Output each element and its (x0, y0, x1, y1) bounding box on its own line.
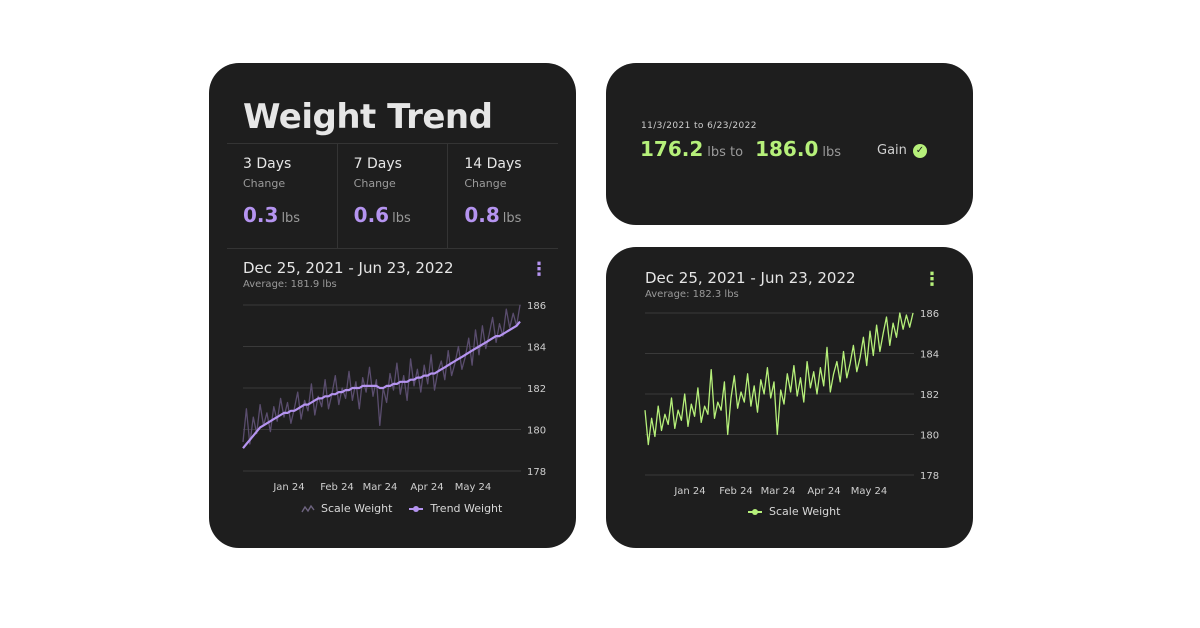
y-tick-label: 184 (920, 350, 939, 361)
x-tick-label: Mar 24 (761, 486, 796, 497)
y-tick-label: 178 (527, 467, 546, 478)
x-tick-label: Feb 24 (320, 482, 354, 493)
card-title: Weight Trend (243, 97, 493, 137)
y-tick-label: 186 (920, 309, 939, 320)
legend-scale-label: Scale Weight (321, 502, 393, 515)
stat-7-days: 7 Days Change 0.6 lbs (338, 144, 449, 248)
y-tick-label: 180 (920, 431, 939, 442)
scale-weight-line (644, 312, 914, 446)
chart-date-range: Dec 25, 2021 - Jun 23, 2022 (645, 269, 856, 287)
summary-date-range: 11/3/2021 to 6/23/2022 (641, 121, 757, 131)
stat-days-label: 14 Days (464, 156, 522, 172)
summary-card: 11/3/2021 to 6/23/2022 176.2 lbs to 186.0 l… (606, 63, 973, 225)
weight-trend-card: Weight Trend 3 Days Change 0.3 lbs 7 Days… (209, 63, 576, 548)
scale-weight-chart: 178 180 182 184 186 Jan 24 Feb 24 Mar 24 Apr 24 M… (644, 309, 939, 497)
stat-change-label: Change (464, 177, 507, 190)
legend-trend-label: Trend Weight (430, 502, 503, 515)
stat-change-label: Change (243, 177, 286, 190)
stat-unit: lbs (281, 211, 301, 226)
scale-weight-legend-icon (748, 508, 762, 515)
stat-3-days: 3 Days Change 0.3 lbs (227, 144, 338, 248)
chart-legend: Scale Weight (747, 505, 850, 518)
y-tick-label: 178 (920, 471, 939, 482)
kebab-menu-icon[interactable]: ⋮ (923, 269, 941, 290)
to-unit: lbs (822, 145, 841, 160)
legend-scale-weight[interactable]: Scale Weight (747, 505, 840, 518)
scale-weight-legend-icon (301, 504, 315, 512)
y-tick-label: 186 (527, 301, 546, 312)
x-tick-label: Jan 24 (673, 486, 705, 497)
scale-weight-card: Dec 25, 2021 - Jun 23, 2022 Average: 182… (606, 247, 973, 548)
stat-number: 0.6 (353, 203, 390, 227)
x-tick-label: May 24 (455, 482, 492, 493)
stat-unit: lbs (392, 211, 411, 226)
y-tick-label: 182 (920, 390, 939, 401)
change-stats: 3 Days Change 0.3 lbs 7 Days Change 0.6 lb… (227, 143, 558, 249)
kebab-menu-icon[interactable]: ⋮ (530, 259, 548, 280)
stat-number: 0.8 (464, 203, 500, 227)
y-tick-label: 182 (527, 384, 546, 395)
x-tick-label: Jan 24 (272, 482, 304, 493)
trend-weight-legend-icon (409, 505, 424, 512)
summary-values: 176.2 lbs to 186.0 lbs (640, 137, 853, 161)
x-tick-label: May 24 (851, 486, 888, 497)
from-weight: 176.2 (640, 137, 704, 161)
from-unit: lbs to (707, 145, 744, 160)
stat-days-label: 3 Days (243, 156, 292, 172)
chart-legend: Scale Weight Trend Weight (301, 502, 512, 515)
x-tick-label: Feb 24 (719, 486, 753, 497)
stat-days-label: 7 Days (353, 156, 402, 172)
legend-trend-weight[interactable]: Trend Weight (408, 502, 502, 515)
stat-number: 0.3 (243, 203, 279, 227)
stat-value: 0.3 lbs (243, 203, 300, 227)
stat-value: 0.8 lbs (464, 203, 521, 227)
y-tick-label: 184 (527, 343, 546, 354)
chart-date-range: Dec 25, 2021 - Jun 23, 2022 (243, 259, 454, 277)
stat-14-days: 14 Days Change 0.8 lbs (448, 144, 558, 248)
chart-average: Average: 181.9 lbs (243, 279, 337, 290)
weight-trend-chart: 178 180 182 184 186 Jan 24 Feb 24 Mar 24 Apr 24 M… (242, 301, 546, 493)
trend-weight-line (242, 320, 521, 449)
stat-value: 0.6 lbs (354, 203, 411, 227)
scale-weight-line (242, 304, 521, 445)
gain-label: Gain (877, 143, 907, 158)
y-tick-label: 180 (527, 426, 546, 437)
chart-average: Average: 182.3 lbs (645, 289, 739, 300)
x-tick-label: Apr 24 (410, 482, 443, 493)
stat-unit: lbs (502, 211, 522, 226)
legend-scale-label: Scale Weight (769, 505, 841, 518)
gain-status: Gain ✓ (877, 143, 927, 158)
stat-change-label: Change (353, 177, 396, 190)
x-tick-label: Mar 24 (363, 482, 398, 493)
check-circle-icon: ✓ (912, 143, 927, 158)
legend-scale-weight[interactable]: Scale Weight (301, 502, 392, 515)
x-tick-label: Apr 24 (807, 486, 840, 497)
to-weight: 186.0 (755, 137, 819, 161)
